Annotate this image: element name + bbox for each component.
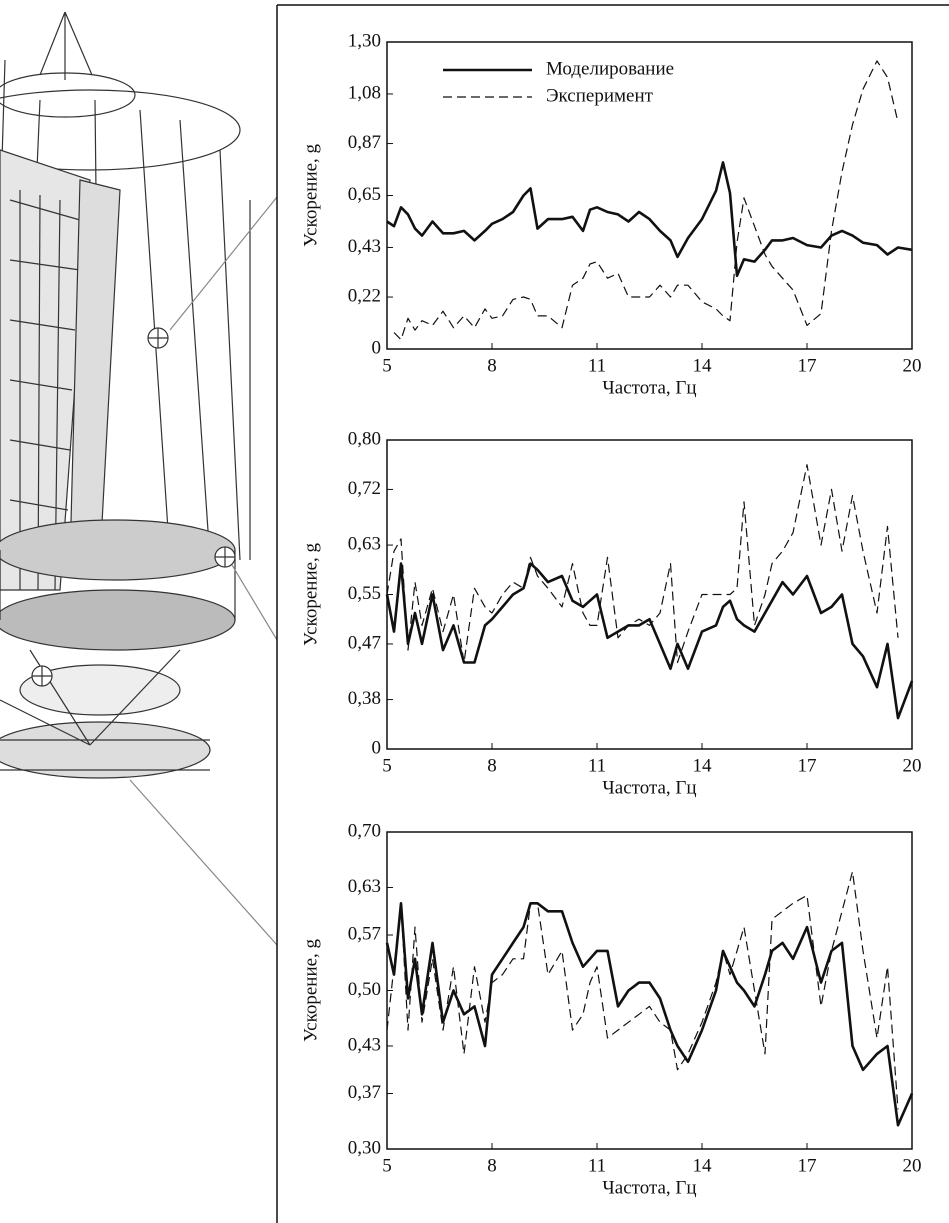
y-tick-label: 0,50 [348,979,381,1000]
wireframe-drawing [0,12,250,778]
x-tick-label: 8 [487,1155,497,1176]
y-tick-label: 0 [372,337,382,358]
x-tick-label: 11 [588,755,606,776]
x-tick-label: 5 [382,355,392,376]
y-tick-label: 0,80 [348,428,381,449]
y-tick-label: 0,47 [348,632,381,653]
y-tick-label: 0,30 [348,1137,381,1158]
x-tick-label: 8 [487,755,497,776]
y-axis-label: Ускорение, g [300,143,321,247]
x-tick-label: 8 [487,355,497,376]
x-tick-label: 17 [798,355,817,376]
x-axis-label: Частота, Гц [602,777,696,798]
y-tick-label: 0,72 [348,478,381,499]
y-tick-label: 0,37 [348,1082,381,1103]
y-tick-label: 0,43 [348,236,381,257]
x-tick-label: 17 [798,755,817,776]
y-tick-label: 0,22 [348,285,381,306]
data-line [387,872,898,1110]
x-tick-label: 14 [693,755,713,776]
y-tick-label: 0,65 [348,184,381,205]
y-tick-label: 1,08 [348,82,381,103]
x-tick-label: 17 [798,1155,817,1176]
x-tick-label: 14 [693,1155,713,1176]
x-tick-label: 14 [693,355,713,376]
y-tick-label: 0,55 [348,583,381,604]
y-tick-label: 0,63 [348,533,381,554]
y-tick-label: 0,87 [348,132,381,153]
y-tick-label: 0,63 [348,876,381,897]
y-axis-label: Ускорение, g [300,542,321,646]
data-line [387,564,912,719]
y-tick-label: 1,30 [348,30,381,51]
x-axis-label: Частота, Гц [602,377,696,398]
plot-frame [387,440,912,749]
page: 0 0,22 0,43 0,65 0,87 1,08 1,30 5 8 11 14 17 20 Часто… [0,0,949,1223]
y-axis-label: Ускорение, g [300,938,321,1042]
x-axis-label: Частота, Гц [602,1177,696,1198]
x-tick-label: 5 [382,755,392,776]
plot-frame [387,832,912,1149]
y-tick-label: 0,70 [348,820,381,841]
x-tick-label: 11 [588,355,606,376]
data-line [387,465,898,663]
data-line [387,903,912,1125]
x-tick-label: 20 [903,355,922,376]
y-tick-label: 0,43 [348,1034,381,1055]
y-tick-label: 0 [372,737,382,758]
y-tick-label: 0,57 [348,923,381,944]
legend-label: Моделирование [546,58,674,79]
x-tick-label: 20 [903,1155,922,1176]
x-tick-label: 5 [382,1155,392,1176]
x-tick-label: 20 [903,755,922,776]
figure: 0 0,22 0,43 0,65 0,87 1,08 1,30 5 8 11 14 17 20 Часто… [0,0,949,1223]
x-tick-label: 11 [588,1155,606,1176]
legend-label: Эксперимент [546,85,654,106]
y-tick-label: 0,38 [348,688,381,709]
